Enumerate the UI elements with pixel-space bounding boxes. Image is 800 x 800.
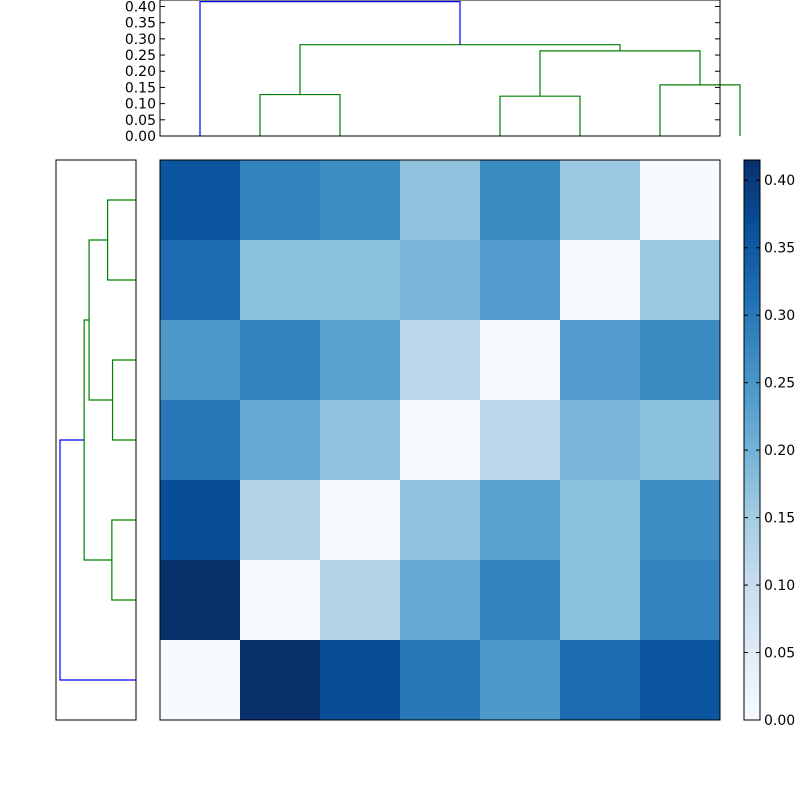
heatmap-cell-r4-c5 [560, 480, 641, 561]
top-dendrogram-frame [159, 0, 721, 137]
heatmap-cell-r0-c1 [240, 160, 321, 241]
left-dendrogram-frame [55, 159, 137, 721]
top-ytick-label: 0.35 [125, 16, 156, 32]
heatmap-cell-r6-c3 [400, 640, 481, 721]
colorbar: 0.00 0.05 0.10 0.15 0.20 0.25 0.30 0.35 0.40 [743, 159, 795, 729]
heatmap-cell-r0-c0 [160, 160, 241, 241]
top-dendrogram-link-1 [499, 95, 581, 136]
heatmap-cell-r3-c4 [480, 400, 561, 481]
heatmap-cell-r5-c2 [320, 560, 401, 641]
heatmap-cell-r5-c1 [240, 560, 321, 641]
colorbar-tick-label: 0.40 [764, 173, 795, 189]
left-dendrogram-link-5 [59, 439, 136, 681]
left-dendrogram-link-3 [88, 239, 113, 401]
heatmap-cell-r1-c5 [560, 240, 641, 321]
heatmap-cell-r1-c3 [400, 240, 481, 321]
heatmap-cell-r5-c5 [560, 560, 641, 641]
heatmap-cell-r3-c2 [320, 400, 401, 481]
top-ytick-label: 0.05 [125, 113, 156, 129]
heatmap-cell-r5-c0 [160, 560, 241, 641]
top-dendrogram-link-4 [299, 44, 621, 95]
heatmap-cell-r0-c4 [480, 160, 561, 241]
heatmap-cell-r1-c0 [160, 240, 241, 321]
left-dendrogram-link-2 [111, 519, 136, 601]
heatmap-cell-r1-c4 [480, 240, 561, 321]
heatmap-cell-r4-c1 [240, 480, 321, 561]
top-ytick-label: 0.10 [125, 97, 156, 113]
colorbar-tick-label: 0.10 [764, 578, 795, 594]
heatmap-cell-r0-c3 [400, 160, 481, 241]
left-dendrogram-link-4 [83, 319, 112, 561]
heatmap-cell-r6-c1 [240, 640, 321, 721]
top-ytick-label: 0.30 [125, 32, 156, 48]
left-dendrogram-link-0 [107, 199, 136, 281]
top-ytick-label: 0.25 [125, 48, 156, 64]
distance-heatmap [160, 160, 721, 721]
heatmap-cell-r1-c2 [320, 240, 401, 321]
heatmap-cell-r2-c4 [480, 320, 561, 401]
colorbar-gradient [743, 159, 761, 721]
heatmap-cell-r5-c6 [640, 560, 721, 641]
heatmap-cell-r0-c2 [320, 160, 401, 241]
colorbar-tick-label: 0.15 [764, 511, 795, 527]
heatmap-cell-r2-c1 [240, 320, 321, 401]
colorbar-tick-label: 0.00 [764, 713, 795, 729]
heatmap-cell-r3-c0 [160, 400, 241, 481]
heatmap-cell-r4-c6 [640, 480, 721, 561]
heatmap-cell-r2-c2 [320, 320, 401, 401]
heatmap-cell-r1-c1 [240, 240, 321, 321]
heatmap-cell-r3-c5 [560, 400, 641, 481]
heatmap-cell-r6-c4 [480, 640, 561, 721]
heatmap-cell-r4-c3 [400, 480, 481, 561]
top-ytick-label: 0.40 [125, 0, 156, 15]
heatmap-cell-r2-c0 [160, 320, 241, 401]
heatmap-cell-r4-c4 [480, 480, 561, 561]
top-dendrogram-link-0 [259, 93, 341, 136]
colorbar-tick-label: 0.25 [764, 376, 795, 392]
top-dendrogram: 0.000.050.100.150.200.250.300.350.40 [125, 0, 741, 145]
heatmap-cell-r3-c3 [400, 400, 481, 481]
top-dendrogram-link-3 [539, 50, 701, 97]
left-dendrogram [59, 199, 136, 681]
heatmap-cell-r6-c5 [560, 640, 641, 721]
top-ytick-label: 0.15 [125, 80, 156, 96]
heatmap-cell-r3-c1 [240, 400, 321, 481]
heatmap-cell-r6-c2 [320, 640, 401, 721]
heatmap-cell-r0-c5 [560, 160, 641, 241]
colorbar-tick-label: 0.35 [764, 241, 795, 257]
top-dendrogram-link-2 [659, 84, 741, 136]
top-ytick-label: 0.00 [125, 129, 156, 145]
top-ytick-label: 0.20 [125, 64, 156, 80]
heatmap-cell-r0-c6 [640, 160, 721, 241]
heatmap-cell-r5-c3 [400, 560, 481, 641]
heatmap-cell-r4-c0 [160, 480, 241, 561]
colorbar-tick-label: 0.05 [764, 646, 795, 662]
heatmap-cell-r6-c6 [640, 640, 721, 721]
heatmap-cell-r4-c2 [320, 480, 401, 561]
heatmap-cell-r1-c6 [640, 240, 721, 321]
top-dendrogram-link-5 [199, 1, 461, 136]
colorbar-tick-label: 0.20 [764, 443, 795, 459]
left-dendrogram-link-1 [111, 359, 136, 441]
colorbar-tick-label: 0.30 [764, 308, 795, 324]
heatmap-cell-r5-c4 [480, 560, 561, 641]
heatmap-cell-r2-c5 [560, 320, 641, 401]
heatmap-frame [159, 159, 721, 721]
heatmap-cell-r2-c3 [400, 320, 481, 401]
heatmap-cell-r3-c6 [640, 400, 721, 481]
heatmap-cell-r6-c0 [160, 640, 241, 721]
heatmap-cell-r2-c6 [640, 320, 721, 401]
